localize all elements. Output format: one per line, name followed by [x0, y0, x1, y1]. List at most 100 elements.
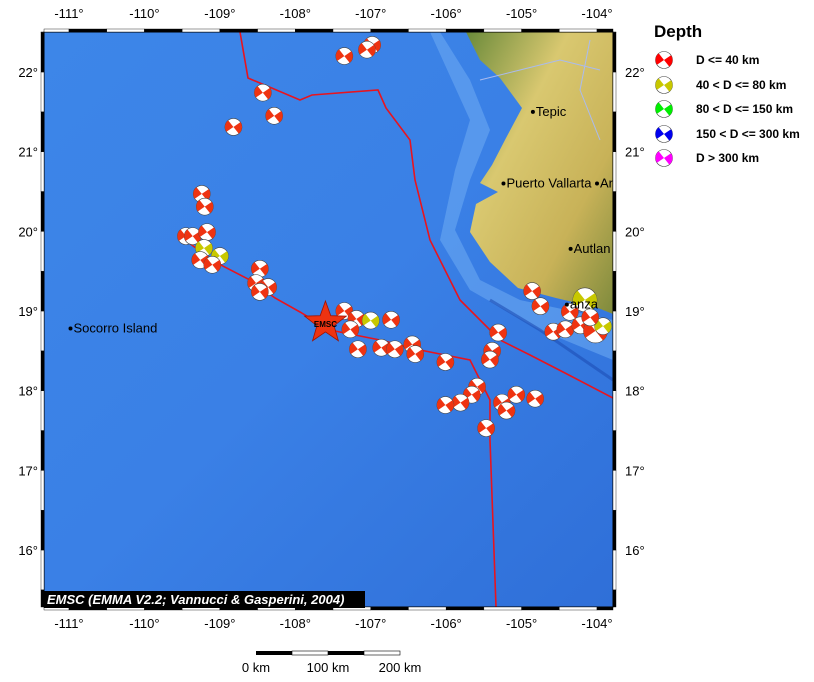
- focal-mechanism: [531, 297, 550, 316]
- lat-tick-label: 16°: [18, 543, 38, 558]
- focal-mechanism: [335, 47, 354, 65]
- focal-mechanism: [251, 259, 269, 278]
- legend-item: 80 < D <= 150 km: [654, 97, 800, 122]
- lat-tick-label: 21°: [625, 145, 645, 160]
- focal-mechanism: [341, 320, 360, 339]
- place-label: Socorro Island: [74, 321, 158, 336]
- river: [479, 39, 601, 141]
- focal-mechanism: [436, 353, 455, 371]
- focal-mechanism: [462, 385, 481, 404]
- focal-mechanism: [198, 223, 216, 241]
- focal-mechanism: [436, 396, 455, 414]
- legend-item: 150 < D <= 300 km: [654, 122, 800, 147]
- lon-tick-label: -105°: [506, 6, 537, 21]
- lon-tick-label: -106°: [431, 616, 462, 631]
- focal-mechanism: [489, 323, 507, 342]
- place-marker: anza: [564, 297, 599, 312]
- lat-tick-label: 17°: [625, 463, 645, 478]
- beachball-icon: [655, 51, 673, 70]
- lat-tick-label: 22°: [18, 65, 38, 80]
- lon-tick-label: -105°: [506, 616, 537, 631]
- focal-mechanism: [556, 320, 575, 339]
- land-mexico: [466, 32, 613, 314]
- focal-mechanism: [183, 227, 202, 245]
- scale-label: 200 km: [379, 660, 422, 675]
- focal-mechanism: [382, 310, 400, 329]
- lat-tick-label: 18°: [625, 384, 645, 399]
- scale-label: 0 km: [242, 660, 270, 675]
- legend-item: D > 300 km: [654, 146, 800, 171]
- scale-label: 100 km: [307, 660, 350, 675]
- focal-mechanism: [451, 393, 470, 412]
- lat-tick-label: 22°: [625, 65, 645, 80]
- focal-mechanism: [497, 401, 516, 420]
- place-label: An: [600, 176, 616, 191]
- lat-tick-label: 20°: [18, 224, 38, 239]
- focal-mechanism: [406, 345, 425, 363]
- place-label: Autlan: [574, 241, 611, 256]
- place-marker: An: [595, 176, 616, 191]
- place-label: Tepic: [536, 104, 567, 119]
- focal-mechanism: [572, 287, 598, 313]
- legend-label: D <= 40 km: [696, 53, 760, 68]
- credit-text: EMSC (EMMA V2.2; Vannucci & Gasperini, 2…: [47, 592, 344, 607]
- epicenter-label: EMSC: [314, 320, 337, 329]
- lon-tick-label: -107°: [355, 616, 386, 631]
- focal-mechanism: [251, 283, 269, 301]
- lat-tick-label: 19°: [18, 304, 38, 319]
- credit-box: [44, 591, 365, 608]
- focal-mechanism: [254, 83, 272, 102]
- lon-tick-label: -104°: [581, 6, 612, 21]
- focal-mechanism: [481, 350, 499, 369]
- legend-title: Depth: [654, 22, 703, 41]
- depth-legend: Depth D <= 40 km 40 < D <= 80 km 80 < D <=…: [654, 22, 800, 171]
- lon-tick-label: -109°: [204, 6, 235, 21]
- legend-label: 80 < D <= 150 km: [696, 102, 794, 117]
- lat-tick-label: 19°: [625, 304, 645, 319]
- lon-tick-label: -111°: [54, 6, 83, 21]
- place-label: anza: [570, 297, 599, 312]
- focal-mechanism: [561, 303, 579, 321]
- scale-bar: 0 km 100 km 200 km: [242, 650, 422, 675]
- legend-item: 40 < D <= 80 km: [654, 73, 800, 98]
- lon-tick-label: -109°: [204, 616, 235, 631]
- lon-tick-label: -110°: [129, 616, 159, 631]
- focal-mechanism: [526, 389, 544, 408]
- place-marker: Puerto Vallarta: [501, 176, 592, 191]
- shelf: [430, 32, 613, 360]
- lat-tick-label: 17°: [18, 463, 38, 478]
- lon-tick-label: -111°: [54, 616, 83, 631]
- focal-mechanism: [349, 340, 367, 359]
- legend-label: 40 < D <= 80 km: [696, 77, 787, 92]
- legend-label: D > 300 km: [696, 151, 760, 166]
- focal-mechanism: [477, 419, 495, 437]
- place-marker: Socorro Island: [68, 321, 158, 336]
- lon-tick-label: -108°: [280, 6, 311, 21]
- place-marker: Tepic: [530, 104, 567, 119]
- beachball-icon: [655, 100, 673, 119]
- focal-mechanism: [203, 256, 222, 274]
- epicenter-star-icon: [303, 299, 348, 342]
- place-label: Puerto Vallarta: [506, 176, 592, 191]
- legend-item: D <= 40 km: [654, 48, 800, 73]
- lat-tick-label: 20°: [625, 224, 645, 239]
- lat-tick-label: 16°: [625, 543, 645, 558]
- lon-tick-label: -107°: [355, 6, 386, 21]
- lat-tick-label: 21°: [18, 145, 38, 160]
- focal-mechanism: [224, 118, 243, 136]
- focal-mechanism: [192, 185, 211, 203]
- lon-tick-label: -110°: [129, 6, 159, 21]
- beachball-icon: [655, 75, 673, 94]
- focal-mechanism: [358, 40, 376, 59]
- focal-mechanism: [386, 340, 404, 359]
- plate-boundary: [239, 32, 613, 399]
- lon-tick-label: -108°: [280, 616, 311, 631]
- place-marker: Autlan: [568, 241, 611, 256]
- focal-mechanism: [195, 197, 214, 216]
- beachball-icon: [655, 124, 673, 143]
- beachball-icon: [655, 149, 673, 168]
- focal-mechanism: [523, 282, 541, 300]
- focal-mechanism: [581, 308, 600, 327]
